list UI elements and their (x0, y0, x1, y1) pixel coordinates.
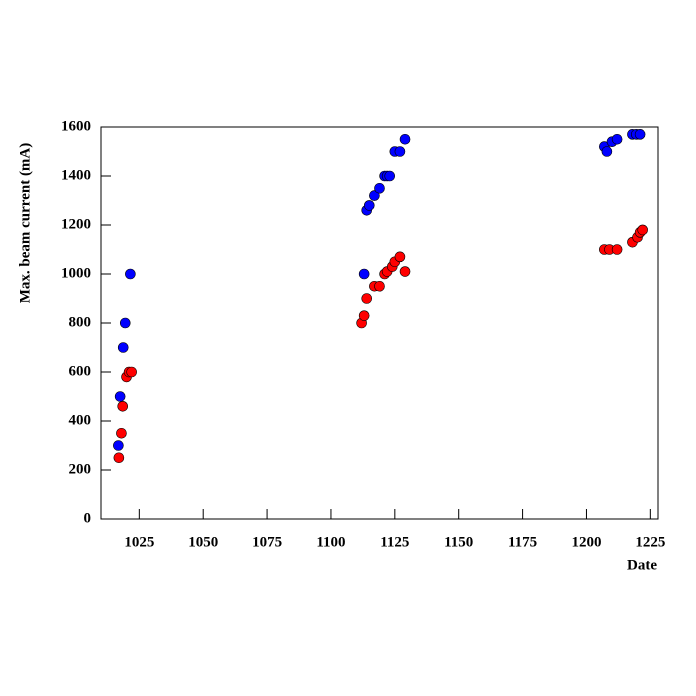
point (634, 129, 646, 140)
point (117, 342, 129, 353)
x-tick-label: 1075 (252, 534, 282, 550)
y-tick-label: 800 (69, 314, 92, 330)
point (126, 366, 137, 378)
point (611, 133, 623, 145)
point (119, 317, 131, 329)
point (394, 146, 406, 157)
y-tick-label: 1200 (61, 216, 91, 232)
point (399, 266, 411, 277)
point (374, 280, 385, 292)
point (114, 391, 126, 402)
point (113, 440, 124, 451)
point (358, 268, 370, 280)
point (361, 293, 373, 304)
y-tick-label: 200 (69, 461, 92, 477)
x-axis-label: Date (627, 557, 657, 573)
y-tick-label: 1600 (61, 118, 91, 134)
point (116, 427, 127, 439)
x-tick-label: 1125 (380, 534, 409, 550)
point (358, 310, 370, 321)
y-tick-label: 1000 (61, 265, 91, 281)
point (399, 133, 411, 145)
y-tick-label: 0 (84, 510, 92, 526)
point (374, 182, 385, 194)
x-tick-label: 1100 (316, 534, 345, 550)
x-tick-label: 1175 (508, 534, 537, 550)
point (384, 170, 396, 182)
y-axis-label: Max. beam current (mA) (17, 143, 33, 304)
x-tick-label: 1025 (124, 534, 154, 550)
point (369, 190, 380, 201)
point (117, 400, 129, 412)
point (394, 251, 406, 263)
point (113, 452, 125, 464)
point (637, 224, 648, 236)
x-tick-label: 1150 (444, 534, 473, 550)
x-tick-label: 1200 (571, 534, 601, 550)
y-tick-label: 1400 (61, 167, 91, 183)
x-tick-label: 1050 (188, 534, 218, 550)
point (601, 146, 613, 157)
point (125, 268, 136, 280)
y-tick-label: 400 (69, 412, 92, 428)
point (611, 244, 623, 255)
point (363, 200, 375, 211)
x-tick-label: 1225 (635, 534, 665, 550)
y-tick-label: 600 (69, 363, 92, 379)
